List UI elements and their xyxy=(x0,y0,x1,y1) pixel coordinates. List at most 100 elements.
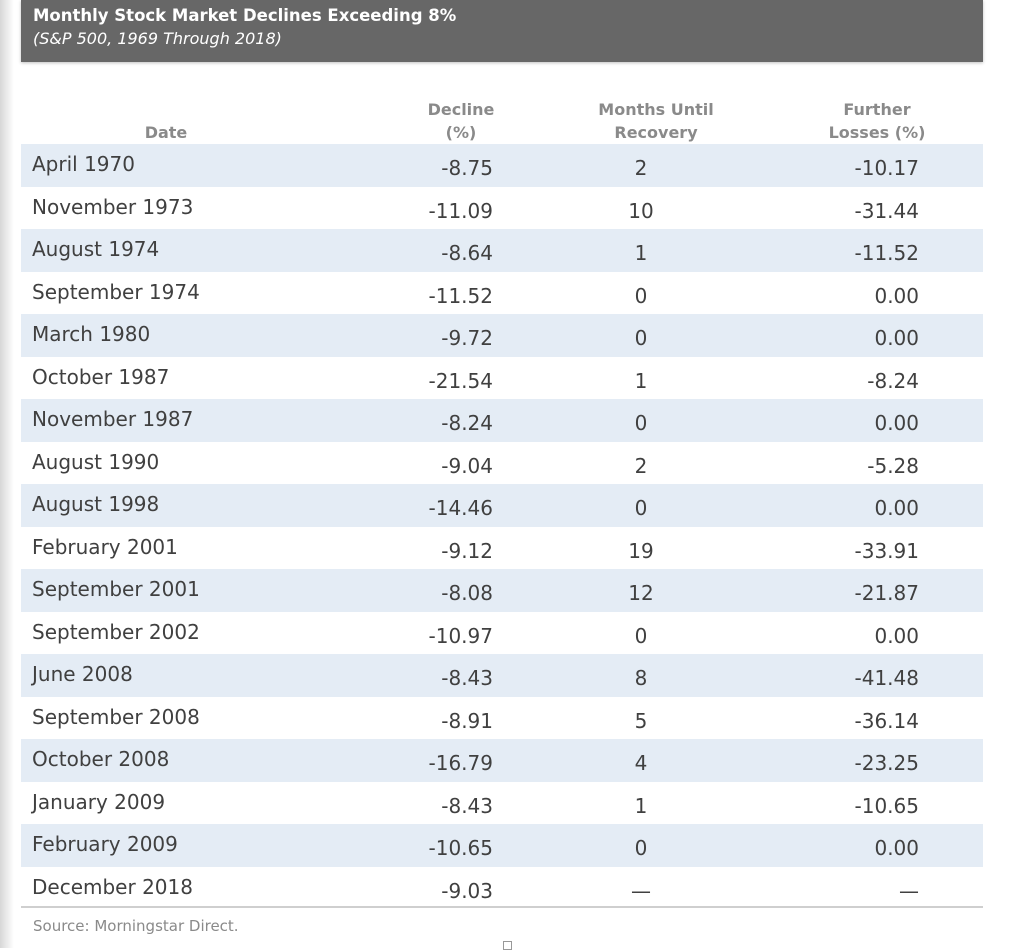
stray-glyph xyxy=(503,941,512,950)
cell-months-until-recovery: 19 xyxy=(628,538,654,563)
cell-further-losses: -31.44 xyxy=(854,198,919,223)
cell-further-losses: — xyxy=(899,878,919,903)
cell-further-losses: -10.65 xyxy=(854,793,919,818)
cell-months-until-recovery: 12 xyxy=(628,581,654,605)
table-body: April 1970 -8.75 2 -10.17 November 1973 -11.0… xyxy=(21,144,983,909)
cell-months-until-recovery: 1 xyxy=(634,368,648,393)
cell-decline: -9.72 xyxy=(441,326,493,350)
cell-months-until-recovery: 5 xyxy=(634,708,648,733)
title-bar: Monthly Stock Market Declines Exceeding … xyxy=(21,0,983,62)
cell-date: April 1970 xyxy=(32,152,135,176)
cell-decline: -9.03 xyxy=(441,878,493,903)
cell-date: October 1987 xyxy=(32,364,170,389)
cell-months-until-recovery: 10 xyxy=(628,198,654,223)
cell-months-until-recovery: 0 xyxy=(634,326,648,350)
cell-decline: -10.97 xyxy=(428,623,493,648)
table-title: Monthly Stock Market Declines Exceeding … xyxy=(33,6,457,25)
cell-further-losses: 0.00 xyxy=(874,496,919,520)
table-row: June 2008 -8.43 8 -41.48 xyxy=(21,654,983,697)
cell-decline: -8.91 xyxy=(441,708,493,733)
cell-date: August 1990 xyxy=(32,449,160,474)
cell-further-losses: -21.87 xyxy=(854,581,919,605)
cell-date: August 1974 xyxy=(32,237,160,261)
cell-decline: -10.65 xyxy=(428,836,493,860)
cell-date: September 2001 xyxy=(32,577,200,601)
table-row: August 1998 -14.46 0 0.00 xyxy=(21,484,983,527)
cell-months-until-recovery: — xyxy=(631,878,651,903)
cell-months-until-recovery: 1 xyxy=(634,793,648,818)
table-row: January 2009 -8.43 1 -10.65 xyxy=(21,782,983,825)
table-row: August 1974 -8.64 1 -11.52 xyxy=(21,229,983,272)
cell-decline: -11.09 xyxy=(428,198,493,223)
table-row: December 2018 -9.03 — — xyxy=(21,867,983,910)
header-further-losses: Further Losses (%) xyxy=(828,100,926,142)
cell-decline: -11.52 xyxy=(428,283,493,308)
cell-further-losses: -5.28 xyxy=(867,453,919,478)
cell-date: November 1987 xyxy=(32,407,194,431)
cell-further-losses: -23.25 xyxy=(854,751,919,775)
table-row: February 2001 -9.12 19 -33.91 xyxy=(21,527,983,570)
cell-date: January 2009 xyxy=(32,789,166,814)
table-row: November 1973 -11.09 10 -31.44 xyxy=(21,187,983,230)
table-row: November 1987 -8.24 0 0.00 xyxy=(21,399,983,442)
cell-further-losses: 0.00 xyxy=(874,623,919,648)
cell-date: December 2018 xyxy=(32,874,193,899)
cell-decline: -8.24 xyxy=(441,411,493,435)
cell-months-until-recovery: 4 xyxy=(634,751,648,775)
table-row: March 1980 -9.72 0 0.00 xyxy=(21,314,983,357)
header-decline: Decline (%) xyxy=(427,100,495,142)
cell-further-losses: -10.17 xyxy=(854,156,919,180)
cell-date: September 2002 xyxy=(32,619,200,644)
header-months-until-recovery: Months Until Recovery xyxy=(598,100,714,142)
cell-months-until-recovery: 1 xyxy=(634,241,648,265)
cell-months-until-recovery: 0 xyxy=(634,411,648,435)
table-row: September 2002 -10.97 0 0.00 xyxy=(21,612,983,655)
cell-months-until-recovery: 2 xyxy=(634,156,648,180)
cell-further-losses: -8.24 xyxy=(867,368,919,393)
cell-decline: -8.64 xyxy=(441,241,493,265)
cell-further-losses: -33.91 xyxy=(854,538,919,563)
cell-date: September 1974 xyxy=(32,279,200,304)
table-row: September 2008 -8.91 5 -36.14 xyxy=(21,697,983,740)
cell-months-until-recovery: 0 xyxy=(634,623,648,648)
table-subtitle: (S&P 500, 1969 Through 2018) xyxy=(33,29,282,48)
cell-decline: -8.75 xyxy=(441,156,493,180)
cell-date: November 1973 xyxy=(32,194,194,219)
cell-decline: -21.54 xyxy=(428,368,493,393)
cell-further-losses: 0.00 xyxy=(874,326,919,350)
cell-date: March 1980 xyxy=(32,322,151,346)
cell-decline: -9.04 xyxy=(441,453,493,478)
table-row: August 1990 -9.04 2 -5.28 xyxy=(21,442,983,485)
table-row: October 2008 -16.79 4 -23.25 xyxy=(21,739,983,782)
cell-decline: -14.46 xyxy=(428,496,493,520)
cell-decline: -8.43 xyxy=(441,666,493,690)
cell-date: September 2008 xyxy=(32,704,200,729)
cell-date: February 2001 xyxy=(32,534,178,559)
table-header-row: Date Decline (%) Months Until Recovery F… xyxy=(21,94,983,144)
cell-further-losses: 0.00 xyxy=(874,836,919,860)
cell-months-until-recovery: 0 xyxy=(634,496,648,520)
cell-further-losses: -41.48 xyxy=(854,666,919,690)
cell-date: February 2009 xyxy=(32,832,178,856)
cell-further-losses: -36.14 xyxy=(854,708,919,733)
cell-date: June 2008 xyxy=(32,662,133,686)
cell-further-losses: 0.00 xyxy=(874,411,919,435)
source-note: Source: Morningstar Direct. xyxy=(33,917,239,935)
table-row: February 2009 -10.65 0 0.00 xyxy=(21,824,983,867)
cell-months-until-recovery: 8 xyxy=(634,666,648,690)
declines-table: Date Decline (%) Months Until Recovery F… xyxy=(21,94,983,909)
cell-date: October 2008 xyxy=(32,747,170,771)
cell-further-losses: 0.00 xyxy=(874,283,919,308)
cell-months-until-recovery: 2 xyxy=(634,453,648,478)
cell-decline: -9.12 xyxy=(441,538,493,563)
left-edge-shadow xyxy=(0,0,14,948)
cell-date: August 1998 xyxy=(32,492,160,516)
table-row: April 1970 -8.75 2 -10.17 xyxy=(21,144,983,187)
table-row: September 1974 -11.52 0 0.00 xyxy=(21,272,983,315)
bottom-rule xyxy=(21,906,983,908)
header-date: Date xyxy=(144,123,188,142)
cell-months-until-recovery: 0 xyxy=(634,283,648,308)
cell-months-until-recovery: 0 xyxy=(634,836,648,860)
table-row: September 2001 -8.08 12 -21.87 xyxy=(21,569,983,612)
table-row: October 1987 -21.54 1 -8.24 xyxy=(21,357,983,400)
